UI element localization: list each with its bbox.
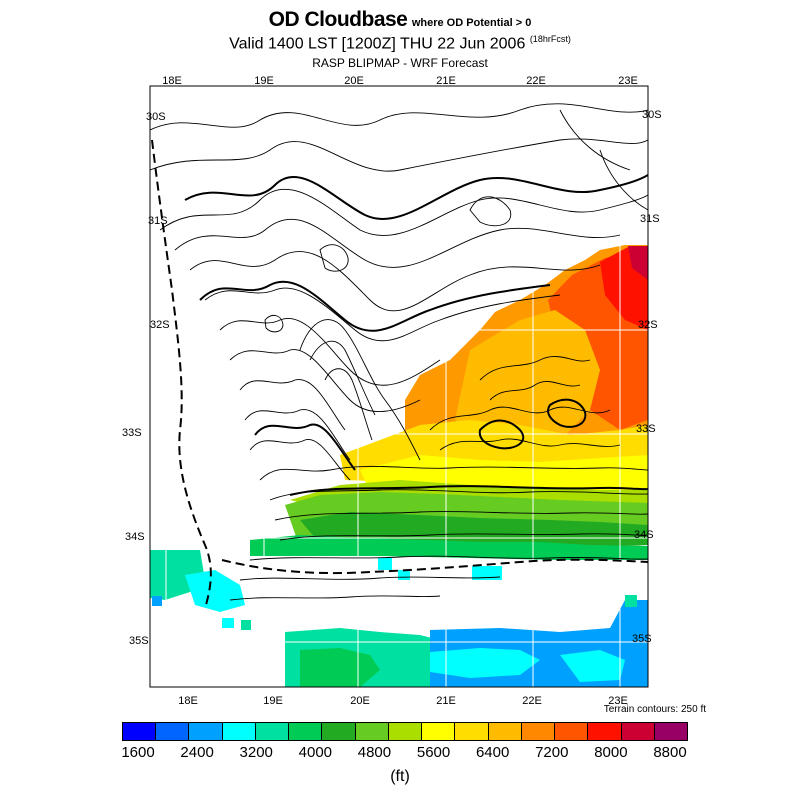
terrain-contours bbox=[150, 103, 648, 601]
legend-swatch bbox=[588, 723, 622, 740]
lat-label-left: 30S bbox=[146, 111, 166, 123]
title-note: where OD Potential > 0 bbox=[411, 17, 532, 29]
legend-tick-label: 1600 bbox=[121, 744, 155, 761]
lat-label-left: 34S bbox=[125, 531, 145, 543]
legend-tick-label: 8800 bbox=[653, 744, 687, 761]
lat-label-left: 35S bbox=[129, 635, 149, 647]
legend-swatch bbox=[422, 723, 456, 740]
major-contours bbox=[184, 174, 648, 496]
legend-swatch bbox=[222, 723, 256, 740]
chart-title: OD Cloudbase where OD Potential > 0 bbox=[0, 8, 800, 32]
lon-label-top: 22E bbox=[526, 75, 546, 87]
forecast-hour: (18hrFcst) bbox=[529, 34, 571, 44]
lat-label-left: 33S bbox=[122, 427, 142, 439]
source-line: RASP BLIPMAP - WRF Forecast bbox=[312, 56, 488, 70]
legend-tick-label: 4000 bbox=[298, 744, 333, 761]
legend-tick-label: 3200 bbox=[239, 744, 273, 761]
legend-swatch bbox=[322, 723, 356, 740]
legend-tick-label: 5600 bbox=[416, 744, 451, 761]
lat-label-right: 35S bbox=[632, 633, 652, 645]
legend-swatch bbox=[455, 723, 489, 740]
cloudbase-field bbox=[150, 245, 648, 687]
map-frame bbox=[149, 85, 649, 688]
legend-tick-label: 6400 bbox=[475, 744, 510, 761]
legend-swatch bbox=[156, 723, 190, 740]
lon-label-bottom: 19E bbox=[263, 695, 283, 707]
lat-label-right: 30S bbox=[642, 109, 662, 121]
lat-label-right: 31S bbox=[640, 213, 660, 225]
legend-swatch bbox=[621, 723, 655, 740]
coastline bbox=[151, 139, 648, 606]
lon-label-bottom: 21E bbox=[436, 695, 456, 707]
lon-label-bottom: 18E bbox=[178, 695, 198, 707]
lon-label-top: 19E bbox=[254, 75, 274, 87]
legend-tick-label: 2400 bbox=[180, 744, 214, 761]
legend-swatch bbox=[521, 723, 556, 740]
lon-label-top: 23E bbox=[618, 75, 638, 87]
lat-label-right: 34S bbox=[634, 529, 654, 541]
lon-label-top: 20E bbox=[344, 75, 364, 87]
legend-tick-label: 8000 bbox=[594, 744, 628, 761]
lat-label-left: 32S bbox=[150, 319, 170, 331]
lat-label-right: 33S bbox=[636, 423, 656, 435]
legend-swatch bbox=[654, 723, 687, 740]
valid-time-line: Valid 1400 LST [1200Z] THU 22 Jun 2006 (… bbox=[0, 34, 800, 53]
legend-swatch bbox=[355, 723, 389, 740]
legend-swatch bbox=[555, 723, 589, 740]
legend-tick-label: 7200 bbox=[535, 744, 569, 761]
lon-label-bottom: 23E bbox=[608, 695, 628, 707]
legend-labels: 1600 2400 3200 4000 4800 5600 6400 7200 8000 8800 bbox=[0, 744, 800, 764]
title-main: OD Cloudbase bbox=[268, 8, 408, 31]
legend-swatch bbox=[255, 723, 290, 740]
legend-swatch bbox=[488, 723, 522, 740]
valid-time: Valid 1400 LST [1200Z] THU 22 Jun 2006 bbox=[229, 35, 526, 53]
legend-units: (ft) bbox=[390, 768, 410, 785]
lon-label-bottom: 20E bbox=[350, 695, 370, 707]
lon-label-top: 21E bbox=[436, 75, 456, 87]
legend-tick-label: 4800 bbox=[357, 744, 392, 761]
legend-swatch bbox=[289, 723, 323, 740]
color-legend bbox=[122, 722, 688, 741]
lon-label-top: 18E bbox=[162, 75, 182, 87]
legend-swatch bbox=[388, 723, 423, 740]
lat-label-left: 31S bbox=[148, 215, 168, 227]
legend-swatch bbox=[189, 723, 223, 740]
legend-swatch bbox=[123, 723, 157, 740]
lat-label-right: 32S bbox=[638, 319, 658, 331]
lon-label-bottom: 22E bbox=[522, 695, 542, 707]
terrain-note: Terrain contours: 250 ft bbox=[603, 704, 706, 715]
